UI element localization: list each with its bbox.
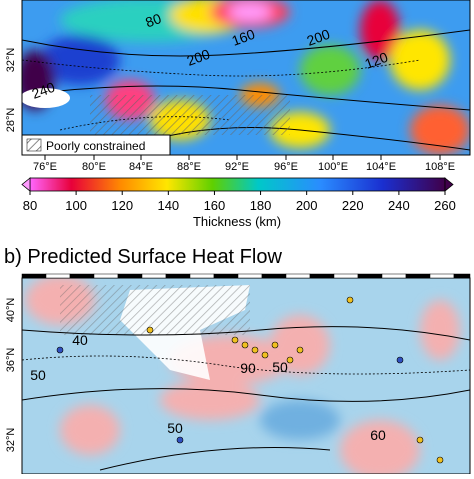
lon-label: 96°E [274, 161, 298, 173]
panel-title: b) Predicted Surface Heat Flow [4, 246, 282, 268]
frame-segment [381, 273, 407, 279]
frame-segment [69, 273, 95, 279]
frame-segment [117, 273, 143, 279]
colorbar-tick-label: 220 [342, 198, 364, 213]
contour-label: 160 [230, 26, 258, 49]
legend [21, 134, 171, 156]
lon-label: 100°E [318, 161, 348, 173]
lon-label: 88°E [177, 161, 201, 173]
colorbar-label: Thickness (km) [193, 214, 281, 229]
lon-label: 108°E [425, 161, 455, 173]
lat-label: 28°N [5, 108, 17, 133]
contour-label: 120 [363, 49, 391, 72]
frame-segment [141, 273, 167, 279]
colorbar-tick-label: 260 [434, 198, 456, 213]
frame-segment [261, 273, 287, 279]
lat-label: 36°N [5, 348, 17, 373]
lon-label: 76°E [33, 161, 57, 173]
colorbar-tick-label: 100 [65, 198, 87, 213]
colorbar-tick-label: 240 [388, 198, 410, 213]
colorbar-tick-label: 80 [23, 198, 37, 213]
lon-label: 92°E [225, 161, 249, 173]
frame-segment [189, 273, 215, 279]
frame-segment [213, 273, 239, 279]
colorbar-end [444, 177, 454, 192]
contour-label: 50 [30, 367, 46, 383]
colorbar [29, 177, 446, 192]
contour-label: 240 [30, 79, 58, 102]
frame-segment [405, 273, 431, 279]
lat-label: 32°N [5, 428, 17, 453]
contour-label: 80 [143, 10, 163, 30]
colorbar-tick-label: 120 [111, 198, 133, 213]
frame-segment [285, 273, 311, 279]
frame-ticks [21, 273, 471, 279]
map-frame [21, 0, 471, 156]
colorbar-tick-label: 160 [204, 198, 226, 213]
frame-segment [165, 273, 191, 279]
frame-segment [21, 273, 47, 279]
colorbar-tick-label: 180 [250, 198, 272, 213]
contour-label: 50 [167, 420, 183, 436]
heat-flow-map [22, 278, 470, 474]
colorbar-end [21, 177, 31, 192]
frame-segment [237, 273, 263, 279]
frame-segment [333, 273, 359, 279]
contour-label: 60 [370, 427, 386, 443]
legend-label: Poorly constrained [46, 139, 145, 153]
frame-segment [453, 273, 471, 279]
frame-segment [429, 273, 455, 279]
contour-label: 200 [185, 46, 213, 69]
lat-label: 40°N [5, 298, 17, 323]
contour-label: 50 [272, 359, 288, 375]
lat-label: 32°N [5, 48, 17, 73]
frame-segment [309, 273, 335, 279]
frame-segment [357, 273, 383, 279]
colorbar-tick-label: 140 [157, 198, 179, 213]
lon-label: 80°E [82, 161, 106, 173]
contour-label: 90 [240, 360, 256, 376]
frame-segment [93, 273, 119, 279]
frame-segment [45, 273, 71, 279]
colorbar-tick-label: 200 [296, 198, 318, 213]
contour-label: 200 [305, 26, 333, 49]
lon-label: 84°E [129, 161, 153, 173]
thickness-map [22, 0, 470, 155]
contour-label: 40 [72, 332, 88, 348]
lon-label: 104°E [366, 161, 396, 173]
